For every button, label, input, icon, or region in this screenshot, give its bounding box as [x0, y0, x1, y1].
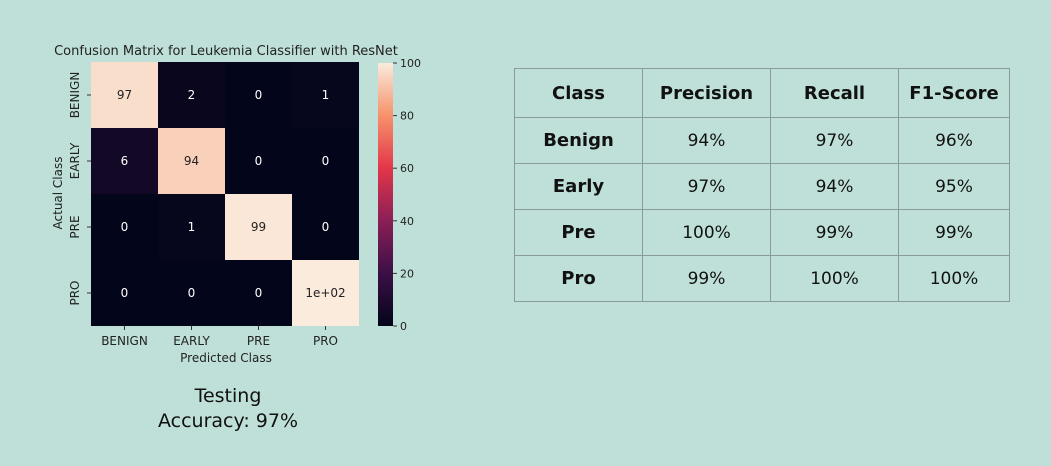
- cell-precision: 94%: [642, 117, 771, 164]
- cell-value-label: 0: [188, 286, 196, 300]
- y-tick-label: PRE: [68, 215, 82, 238]
- x-tick-label: PRO: [313, 334, 338, 348]
- cell-value-label: 0: [322, 220, 330, 234]
- y-tick-label: EARLY: [68, 142, 82, 179]
- x-tick-label: EARLY: [173, 334, 210, 348]
- cell-value-label: 0: [255, 88, 263, 102]
- heatmap-cell: [158, 260, 225, 326]
- cell-class: Early: [514, 163, 643, 210]
- cell-value-label: 0: [121, 220, 129, 234]
- heatmap-cell: [292, 128, 359, 194]
- table-header-row: Class Precision Recall F1-Score: [514, 68, 1010, 118]
- header-recall: Recall: [770, 68, 899, 118]
- cell-precision: 100%: [642, 209, 771, 256]
- cell-precision: 97%: [642, 163, 771, 210]
- cell-class: Benign: [514, 117, 643, 164]
- heatmap-cell: [292, 62, 359, 128]
- chart-title: Confusion Matrix for Leukemia Classifier…: [54, 44, 398, 59]
- header-f1-score: F1-Score: [898, 68, 1010, 118]
- heatmap-cell: [225, 260, 292, 326]
- cell-recall: 99%: [770, 209, 899, 256]
- cell-recall: 94%: [770, 163, 899, 210]
- cell-value-label: 2: [188, 88, 196, 102]
- cell-f1-score: 100%: [898, 255, 1010, 302]
- colorbar-tick-label: 20: [400, 267, 414, 280]
- y-tick-label: BENIGN: [68, 72, 82, 119]
- cell-f1-score: 95%: [898, 163, 1010, 210]
- header-class: Class: [514, 68, 643, 118]
- y-tick-label: PRO: [68, 280, 82, 305]
- cell-value-label: 99: [251, 220, 266, 234]
- colorbar-tick-label: 100: [400, 57, 421, 70]
- heatmap-cell: [158, 128, 225, 194]
- cell-precision: 99%: [642, 255, 771, 302]
- heatmap-cell: [91, 260, 158, 326]
- caption-line-2: Accuracy: 97%: [157, 410, 299, 432]
- table-row: Pro 99% 100% 100%: [514, 255, 1010, 302]
- cell-f1-score: 96%: [898, 117, 1010, 164]
- heatmap-cell: [225, 128, 292, 194]
- cell-value-label: 6: [121, 154, 129, 168]
- caption-line-1: Testing: [194, 385, 262, 407]
- cell-value-label: 97: [117, 88, 132, 102]
- cell-recall: 97%: [770, 117, 899, 164]
- colorbar-tick-label: 80: [400, 110, 414, 123]
- cell-f1-score: 99%: [898, 209, 1010, 256]
- table-row: Benign 94% 97% 96%: [514, 117, 1010, 164]
- header-precision: Precision: [642, 68, 771, 118]
- colorbar: [378, 63, 393, 326]
- heatmap-cell: [91, 194, 158, 260]
- heatmap-cell: [292, 260, 359, 326]
- cell-value-label: 0: [255, 286, 263, 300]
- heatmap-cell: [225, 194, 292, 260]
- x-axis-label: Predicted Class: [180, 351, 272, 365]
- heatmap-cell: [91, 62, 158, 128]
- colorbar-tick-label: 40: [400, 215, 414, 228]
- table-row: Pre 100% 99% 99%: [514, 209, 1010, 256]
- cell-value-label: 0: [121, 286, 129, 300]
- cell-value-label: 0: [322, 154, 330, 168]
- heatmap-cell: [225, 62, 292, 128]
- y-axis-label: Actual Class: [51, 157, 65, 230]
- cell-value-label: 1: [188, 220, 196, 234]
- cell-value-label: 1: [322, 88, 330, 102]
- cell-value-label: 94: [184, 154, 199, 168]
- heatmap-cell: [91, 128, 158, 194]
- metrics-table: Class Precision Recall F1-Score Benign 9…: [514, 68, 1010, 302]
- cell-class: Pro: [514, 255, 643, 302]
- confusion-matrix-chart: Confusion Matrix for Leukemia Classifier…: [51, 44, 421, 365]
- table-row: Early 97% 94% 95%: [514, 163, 1010, 210]
- cell-value-label: 1e+02: [305, 286, 345, 300]
- cell-recall: 100%: [770, 255, 899, 302]
- heatmap-cell: [292, 194, 359, 260]
- colorbar-tick-label: 0: [400, 320, 407, 333]
- heatmap-cell: [158, 194, 225, 260]
- colorbar-tick-label: 60: [400, 162, 414, 175]
- heatmap-cell: [158, 62, 225, 128]
- x-tick-label: BENIGN: [101, 334, 148, 348]
- x-tick-label: PRE: [247, 334, 270, 348]
- cell-class: Pre: [514, 209, 643, 256]
- testing-accuracy-caption: Testing Accuracy: 97%: [128, 384, 328, 434]
- cell-value-label: 0: [255, 154, 263, 168]
